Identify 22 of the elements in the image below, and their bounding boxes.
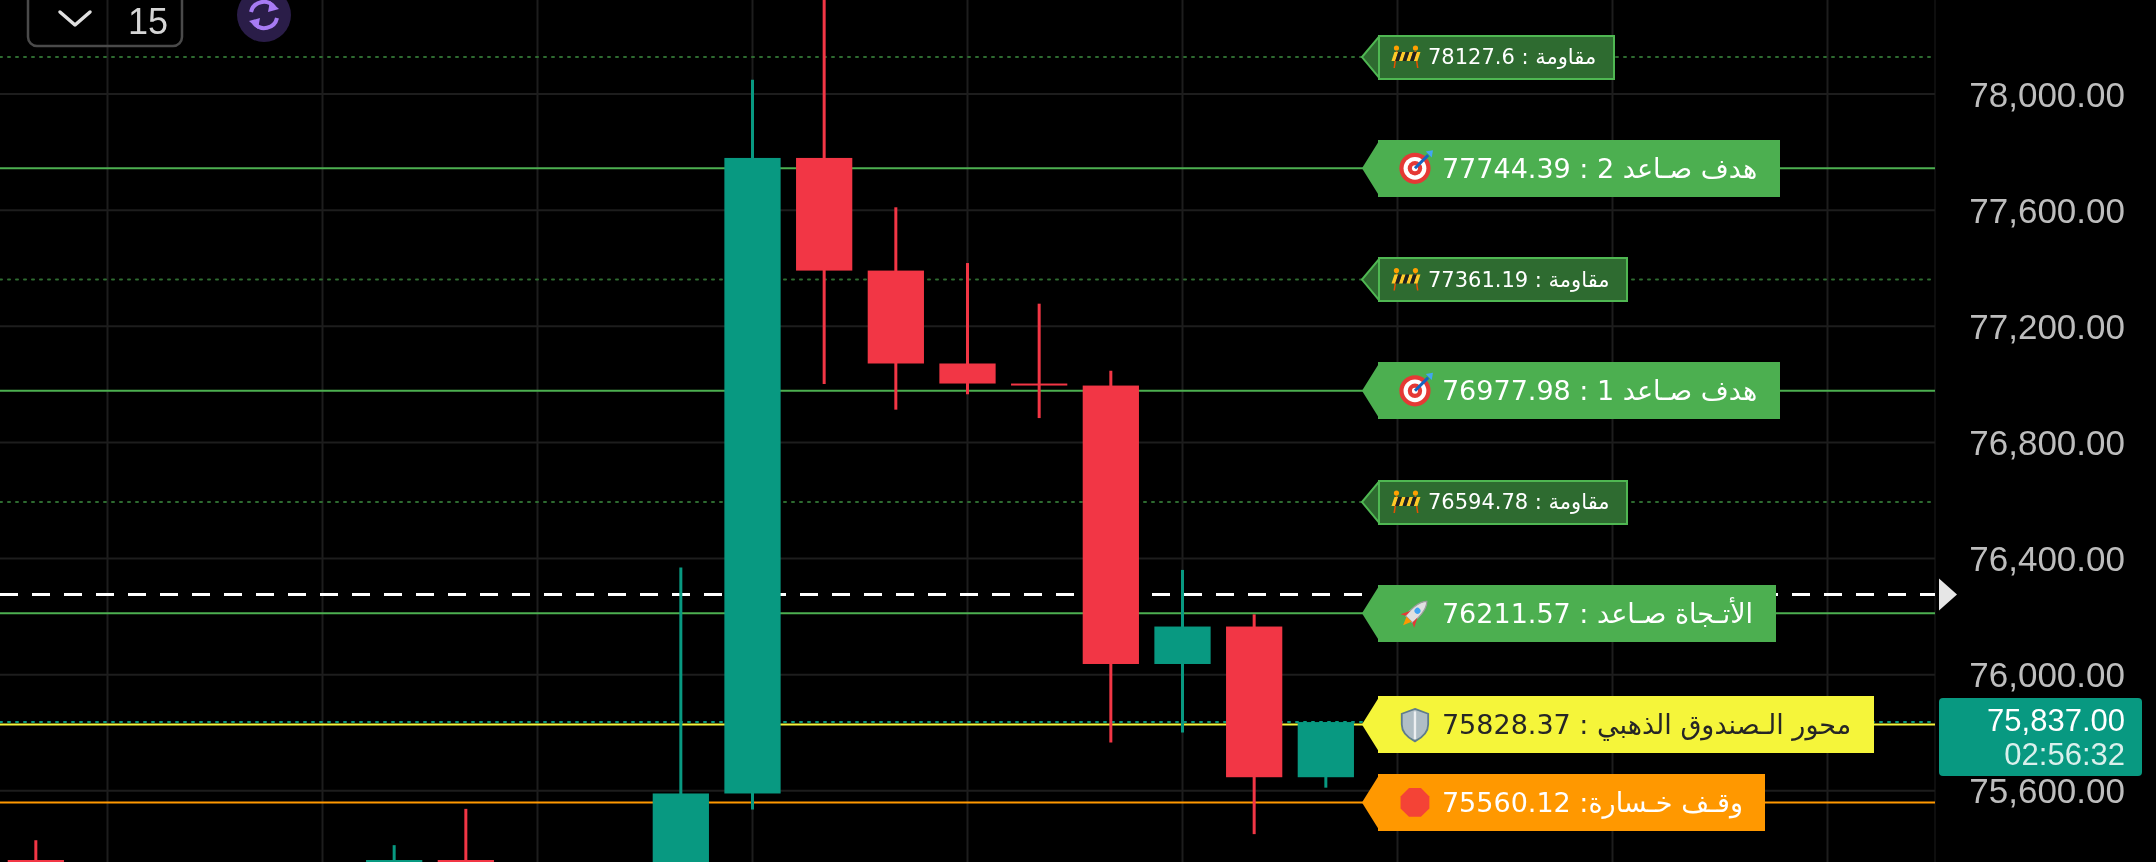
- text: 02:56:32: [2004, 736, 2125, 772]
- ref-line-label: الأتـجاة صـاعد : 76211.57: [1441, 595, 1754, 629]
- y-tick-label: 76,400.00: [1969, 539, 2125, 579]
- y-tick-label: 78,000.00: [1969, 74, 2125, 114]
- ref-line-label: هدف صـاعد 2 : 77744.39: [1441, 152, 1758, 184]
- y-tick-label: 75,600.00: [1969, 771, 2125, 811]
- annotation: 15: [128, 1, 169, 42]
- candlestick: [366, 845, 423, 862]
- text: 75,837.00: [1987, 702, 2125, 738]
- ref-line-label: مقاومة : 77361.19: [1427, 267, 1610, 292]
- candlestick: [1011, 303, 1068, 420]
- ref-line-label: محور الـصندوق الذهبي : 75828.37: [1441, 709, 1852, 742]
- ref-line-label: وقـف خـسارة: 75560.12: [1441, 786, 1743, 819]
- ref-line-label: هدف صـاعد 1 : 76977.98: [1441, 375, 1758, 407]
- ref-line-label: مقاومة : 76594.78: [1427, 490, 1610, 515]
- candlestick: [437, 807, 494, 862]
- y-tick-label: 76,000.00: [1969, 655, 2125, 695]
- candlestick: [7, 840, 64, 862]
- ref-line-label: مقاومة : 78127.6: [1427, 45, 1597, 70]
- y-tick-label: 77,200.00: [1969, 306, 2125, 346]
- y-tick-label: 76,800.00: [1969, 422, 2125, 462]
- y-tick-label: 77,600.00: [1969, 190, 2125, 230]
